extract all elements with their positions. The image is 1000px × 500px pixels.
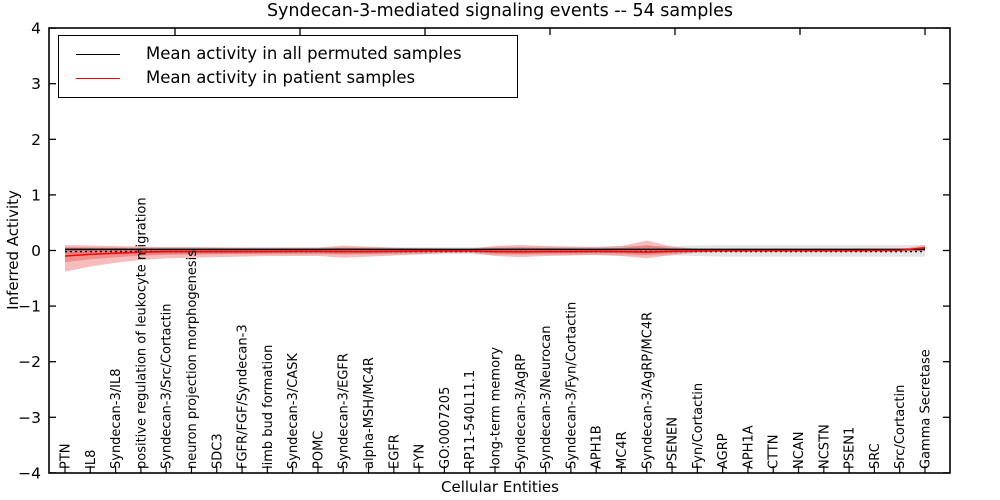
legend-item-permuted: Mean activity in all permuted samples bbox=[59, 46, 517, 63]
y-tick-label: 4 bbox=[31, 20, 41, 38]
x-axis-label: Cellular Entities bbox=[441, 478, 559, 496]
x-tick-label: Syndecan-3/Fyn/Cortactin bbox=[564, 302, 579, 469]
x-tick-label: POMC bbox=[311, 431, 326, 469]
x-tick-label: alpha-MSH/MC4R bbox=[362, 357, 377, 469]
x-tick-label: neuron projection morphogenesis bbox=[185, 250, 200, 469]
chart-title: Syndecan-3-mediated signaling events -- … bbox=[266, 1, 734, 21]
x-tick-label: PSEN1 bbox=[843, 427, 858, 469]
x-tick-label: PSENEN bbox=[666, 417, 681, 469]
x-tick-label: SRC bbox=[868, 443, 883, 469]
permuted-range-band bbox=[65, 244, 925, 257]
y-tick-label: 0 bbox=[31, 242, 41, 260]
y-tick-label: 2 bbox=[31, 131, 41, 149]
x-tick-label: SDC3 bbox=[210, 433, 225, 469]
y-tick-label: −2 bbox=[18, 353, 41, 371]
legend-item-patient: Mean activity in patient samples bbox=[59, 70, 517, 87]
x-tick-label: APH1B bbox=[590, 425, 605, 469]
legend-line-black-icon bbox=[76, 54, 120, 56]
x-tick-label: positive regulation of leukocyte migrati… bbox=[134, 197, 149, 469]
x-tick-label: Syndecan-3/EGFR bbox=[337, 353, 352, 469]
x-tick-label: Src/Cortactin bbox=[893, 385, 908, 469]
x-tick-label: limb bud formation bbox=[261, 345, 276, 469]
x-tick-label: FGFR/FGF/Syndecan-3 bbox=[236, 324, 251, 469]
patient-mean-line bbox=[64, 246, 926, 257]
y-tick-label: 1 bbox=[31, 186, 41, 204]
x-tick-label: NCSTN bbox=[817, 424, 832, 469]
x-tick-label: APH1A bbox=[741, 425, 756, 469]
x-tick-label: Syndecan-3/CASK bbox=[286, 353, 301, 469]
y-tick-label: −3 bbox=[18, 409, 41, 427]
x-tick-label: Syndecan-3/AgRP bbox=[514, 354, 529, 469]
y-tick-label: −4 bbox=[18, 464, 41, 482]
x-tick-label: Syndecan-3/AgRP/MC4R bbox=[640, 312, 655, 469]
x-tick-label: PTN bbox=[59, 443, 74, 469]
patient-range-band bbox=[65, 240, 925, 272]
y-axis-label: Inferred Activity bbox=[4, 190, 22, 310]
x-tick-label: IL8 bbox=[84, 450, 99, 469]
x-tick-label: FYN bbox=[413, 444, 428, 469]
x-tick-label: Syndecan-3/IL8 bbox=[109, 369, 124, 469]
x-tick-label: AGRP bbox=[716, 433, 731, 469]
x-tick-label: NCAN bbox=[792, 432, 807, 469]
legend-label-permuted: Mean activity in all permuted samples bbox=[146, 44, 462, 64]
x-tick-label: EGFR bbox=[387, 434, 402, 469]
x-tick-label: MC4R bbox=[615, 431, 630, 469]
x-tick-label: Syndecan-3/Src/Cortactin bbox=[160, 303, 175, 469]
x-tick-label: GO:0007205 bbox=[438, 387, 453, 469]
x-tick-label: Fyn/Cortactin bbox=[691, 383, 706, 469]
y-tick-label: −1 bbox=[18, 298, 41, 316]
x-tick-label: RP11-540L11.1 bbox=[463, 370, 478, 469]
x-tick-label: Syndecan-3/Neurocan bbox=[539, 326, 554, 469]
legend-label-patient: Mean activity in patient samples bbox=[146, 68, 416, 88]
y-tick-label: 3 bbox=[31, 75, 41, 93]
x-tick-label: Gamma Secretase bbox=[919, 349, 934, 469]
x-tick-label: CTTN bbox=[767, 435, 782, 469]
legend: Mean activity in all permuted samples Me… bbox=[58, 35, 518, 98]
x-tick-label: long-term memory bbox=[489, 347, 504, 469]
legend-line-red-icon bbox=[76, 77, 120, 79]
